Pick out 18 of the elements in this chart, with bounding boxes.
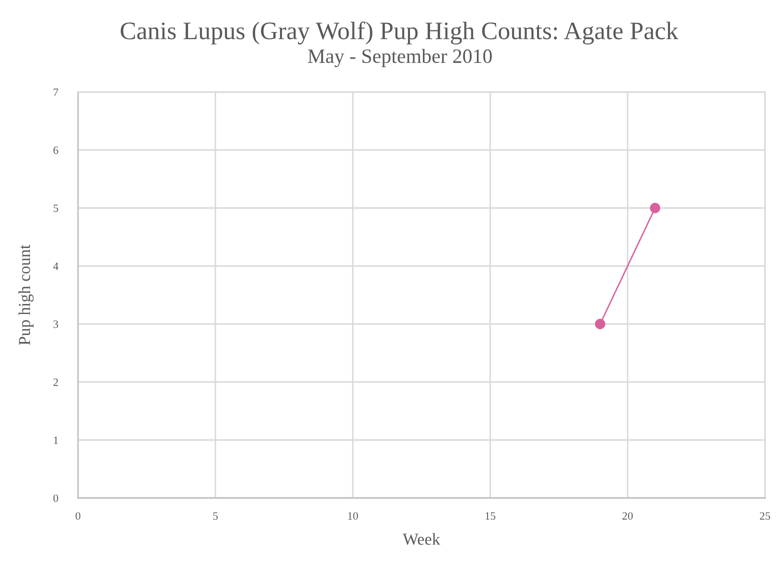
x-tick-label: 0 <box>76 512 80 520</box>
x-tick-label: 20 <box>622 512 633 520</box>
y-tick-label: 4 <box>53 262 58 270</box>
y-tick-label: 3 <box>54 320 58 328</box>
chart-subtitle: May - September 2010 <box>308 48 492 68</box>
x-tick-label: 10 <box>348 512 358 520</box>
x-tick-label: 15 <box>486 512 496 520</box>
y-tick-label: 2 <box>53 378 58 386</box>
y-tick-label: 1 <box>54 436 58 444</box>
y-tick-label: 0 <box>53 494 58 502</box>
x-axis-title: Week <box>402 533 440 545</box>
y-axis-title: Pup high count <box>18 244 34 345</box>
y-tick-label: 5 <box>54 204 58 212</box>
y-tick-label: 7 <box>54 88 58 96</box>
chart-title: Canis Lupus (Gray Wolf) Pup High Counts: Agate Pack <box>120 22 678 44</box>
x-tick-label: 25 <box>760 512 770 520</box>
x-tick-label: 5 <box>213 512 218 520</box>
y-tick-label: 6 <box>53 146 58 154</box>
